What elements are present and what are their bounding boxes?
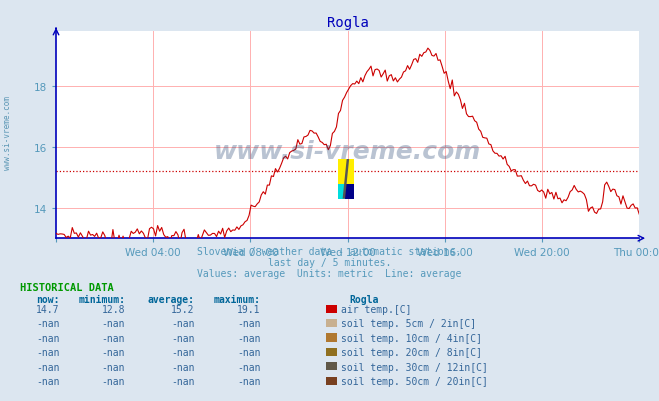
Text: 15.2: 15.2 (171, 304, 194, 314)
Polygon shape (343, 160, 349, 199)
Text: soil temp. 50cm / 20in[C]: soil temp. 50cm / 20in[C] (341, 376, 488, 386)
Text: 12.8: 12.8 (101, 304, 125, 314)
Text: -nan: -nan (36, 376, 59, 386)
Text: soil temp. 10cm / 4in[C]: soil temp. 10cm / 4in[C] (341, 333, 482, 343)
Text: -nan: -nan (237, 333, 260, 343)
Text: -nan: -nan (171, 347, 194, 357)
Text: 19.1: 19.1 (237, 304, 260, 314)
Text: -nan: -nan (237, 347, 260, 357)
Text: -nan: -nan (36, 347, 59, 357)
Text: HISTORICAL DATA: HISTORICAL DATA (20, 283, 113, 293)
Text: -nan: -nan (36, 318, 59, 328)
Text: last day / 5 minutes.: last day / 5 minutes. (268, 257, 391, 267)
Text: -nan: -nan (101, 333, 125, 343)
Text: -nan: -nan (171, 333, 194, 343)
Text: -nan: -nan (101, 376, 125, 386)
Text: now:: now: (36, 295, 59, 305)
Text: Slovenia / weather data - automatic stations.: Slovenia / weather data - automatic stat… (197, 247, 462, 257)
Text: soil temp. 5cm / 2in[C]: soil temp. 5cm / 2in[C] (341, 318, 476, 328)
Text: maximum:: maximum: (214, 295, 260, 305)
Text: average:: average: (148, 295, 194, 305)
Text: soil temp. 30cm / 12in[C]: soil temp. 30cm / 12in[C] (341, 362, 488, 372)
Text: -nan: -nan (237, 376, 260, 386)
Text: -nan: -nan (101, 347, 125, 357)
Bar (337, 160, 354, 184)
Title: Rogla: Rogla (327, 16, 368, 30)
Text: air temp.[C]: air temp.[C] (341, 304, 411, 314)
Text: www.si-vreme.com: www.si-vreme.com (214, 140, 481, 164)
Text: Values: average  Units: metric  Line: average: Values: average Units: metric Line: aver… (197, 268, 462, 278)
Text: www.si-vreme.com: www.si-vreme.com (3, 95, 13, 169)
Text: -nan: -nan (237, 362, 260, 372)
Text: -nan: -nan (171, 318, 194, 328)
Text: -nan: -nan (36, 333, 59, 343)
Text: soil temp. 20cm / 8in[C]: soil temp. 20cm / 8in[C] (341, 347, 482, 357)
Text: -nan: -nan (101, 362, 125, 372)
Text: -nan: -nan (237, 318, 260, 328)
Text: -nan: -nan (101, 318, 125, 328)
Text: -nan: -nan (36, 362, 59, 372)
Text: minimum:: minimum: (78, 295, 125, 305)
Text: -nan: -nan (171, 376, 194, 386)
Text: Rogla: Rogla (349, 295, 379, 305)
Bar (345, 184, 354, 199)
Text: -nan: -nan (171, 362, 194, 372)
Bar (337, 184, 347, 199)
Text: 14.7: 14.7 (36, 304, 59, 314)
